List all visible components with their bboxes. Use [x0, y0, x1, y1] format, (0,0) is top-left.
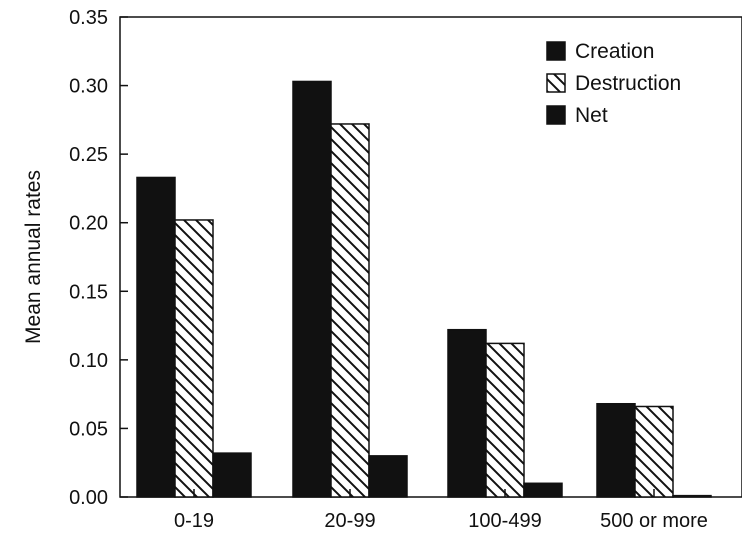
legend: Creation Destruction Net	[546, 40, 681, 127]
x-axis-labels: 0-19 20-99 100-499 500 or more	[174, 489, 708, 532]
legend-swatch-destruction	[546, 73, 566, 93]
bar-net-0	[212, 452, 252, 498]
y-tick-label: 0.25	[69, 144, 108, 166]
y-axis-label: Mean annual rates	[22, 170, 45, 344]
x-tick-label: 500 or more	[600, 510, 708, 532]
x-tick-label: 0-19	[174, 510, 214, 532]
bar-creation-2	[447, 328, 487, 498]
bar-net-1	[368, 455, 408, 498]
bar-destruction-0	[174, 219, 214, 498]
bar-destruction-3	[634, 405, 674, 498]
legend-swatch-net	[546, 105, 566, 125]
y-tick-label: 0.05	[69, 418, 108, 440]
bars	[136, 80, 712, 498]
legend-swatch-creation	[546, 41, 566, 61]
y-tick-label: 0.15	[69, 281, 108, 303]
legend-label-destruction: Destruction	[575, 72, 681, 95]
legend-label-net: Net	[575, 104, 608, 127]
legend-label-creation: Creation	[575, 40, 654, 63]
bar-creation-0	[136, 176, 176, 498]
y-axis-ticks: 0.00 0.05 0.10 0.15 0.20 0.25 0.30 0.35	[69, 7, 128, 509]
plot-frame	[119, 16, 742, 498]
bar-net-3	[672, 494, 712, 498]
bar-creation-1	[292, 80, 332, 498]
y-tick-label: 0.35	[69, 7, 108, 29]
x-tick-label: 20-99	[324, 510, 375, 532]
y-tick-label: 0.20	[69, 213, 108, 235]
plot-area: 0.00 0.05 0.10 0.15 0.20 0.25 0.30 0.35 0-19 20-…	[69, 7, 742, 532]
y-tick-label: 0.10	[69, 350, 108, 372]
y-tick-label: 0.30	[69, 76, 108, 98]
x-tick-label: 100-499	[468, 510, 541, 532]
bar-destruction-2	[485, 342, 525, 498]
bar-creation-3	[596, 402, 636, 498]
y-tick-label: 0.00	[69, 487, 108, 509]
bar-net-2	[523, 482, 563, 498]
bar-destruction-1	[330, 123, 370, 498]
